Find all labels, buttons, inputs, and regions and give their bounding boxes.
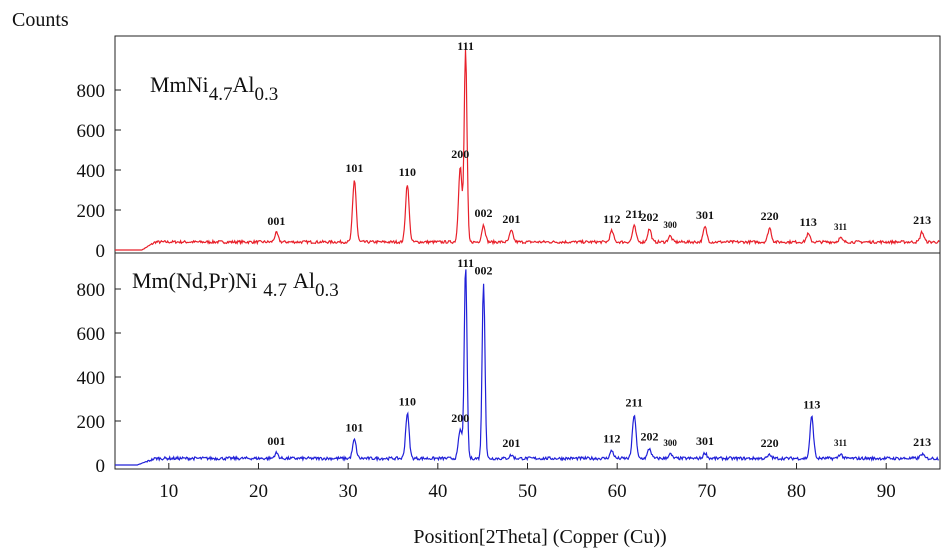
y-tick-label: 400 <box>77 368 106 389</box>
y-tick-label: 200 <box>77 412 106 433</box>
peak-label-113: 113 <box>800 215 817 229</box>
peak-label-301: 301 <box>696 208 714 222</box>
y-tick-label: 0 <box>96 456 106 477</box>
peak-label-200: 200 <box>451 411 469 425</box>
peak-label-301: 301 <box>696 434 714 448</box>
peak-label-200: 200 <box>451 147 469 161</box>
x-tick-label: 30 <box>339 481 358 502</box>
peak-label-111: 111 <box>457 39 474 53</box>
y-tick-label: 600 <box>77 324 106 345</box>
peak-label-201: 201 <box>502 212 520 226</box>
x-tick-label: 60 <box>608 481 627 502</box>
peak-label-202: 202 <box>640 210 658 224</box>
peak-label-001: 001 <box>267 214 285 228</box>
sample-label-part: Al <box>293 268 315 293</box>
y-tick-label: 800 <box>77 81 106 102</box>
y-tick-label: 800 <box>77 280 106 301</box>
peak-label-211: 211 <box>626 395 643 409</box>
peak-label-001: 001 <box>267 434 285 448</box>
x-tick-label: 80 <box>787 481 806 502</box>
peak-label-311: 311 <box>834 222 848 232</box>
panel-top: 0 200 400 600 800 MmNi4.7Al0.3 001 101 110 200 111… <box>77 35 941 262</box>
sample-label: Mm(Nd,Pr)Ni 4.7 Al0.3 <box>132 268 339 301</box>
peak-label-213: 213 <box>913 213 931 227</box>
peak-label-101: 101 <box>345 421 363 435</box>
peak-label-300: 300 <box>663 220 677 230</box>
peak-label-211: 211 <box>626 207 643 221</box>
peak-label-202: 202 <box>640 430 658 444</box>
y-tick-label: 0 <box>96 241 106 262</box>
peak-label-201: 201 <box>502 436 520 450</box>
peak-label-002: 002 <box>475 206 493 220</box>
sample-label-part: 0.3 <box>254 84 278 105</box>
series-top-line <box>115 49 940 251</box>
x-tick-label: 90 <box>877 481 896 502</box>
x-tick-label: 10 <box>159 481 178 502</box>
peak-label-110: 110 <box>399 165 416 179</box>
sample-label: MmNi4.7Al0.3 <box>150 72 278 105</box>
x-tick-label: 40 <box>428 481 447 502</box>
x-tick-label: 50 <box>518 481 537 502</box>
x-axis-label: Position[2Theta] (Copper (Cu)) <box>413 526 666 548</box>
peak-label-110: 110 <box>399 394 416 408</box>
peak-label-311: 311 <box>834 438 848 448</box>
peak-label-300: 300 <box>663 438 677 448</box>
panel-bottom: 0 200 400 600 800 Mm(Nd,Pr)Ni 4.7 Al0.3 001 101 11… <box>77 252 941 477</box>
sample-label-part: 4.7 <box>209 84 233 105</box>
x-tick-label: 20 <box>249 481 268 502</box>
sample-label-part: 4.7 <box>263 280 287 301</box>
y-tick-label: 200 <box>77 201 106 222</box>
peak-label-213: 213 <box>913 435 931 449</box>
peak-label-220: 220 <box>761 209 779 223</box>
peak-label-111: 111 <box>457 256 474 270</box>
peak-label-112: 112 <box>603 212 620 226</box>
peak-label-112: 112 <box>603 432 620 446</box>
y-axis-label: Counts <box>12 9 69 31</box>
peak-label-101: 101 <box>345 161 363 175</box>
x-tick-label: 70 <box>697 481 716 502</box>
y-tick-label: 600 <box>77 121 106 142</box>
peak-label-002: 002 <box>475 263 493 277</box>
sample-label-part: Mm(Nd,Pr)Ni <box>132 268 257 293</box>
peak-label-113: 113 <box>803 398 820 412</box>
sample-label-part: Al <box>232 72 254 97</box>
series-bottom-line <box>115 269 939 466</box>
peak-label-220: 220 <box>761 436 779 450</box>
sample-label-part: MmNi <box>150 72 209 97</box>
y-tick-label: 400 <box>77 161 106 182</box>
sample-label-part: 0.3 <box>315 280 339 301</box>
